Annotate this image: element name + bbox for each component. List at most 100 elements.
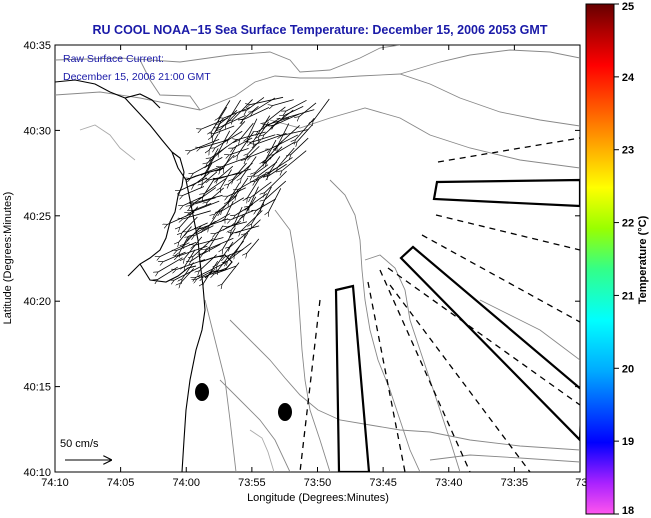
current-vector xyxy=(200,139,230,148)
current-vector xyxy=(221,156,250,167)
current-vector xyxy=(247,178,260,198)
current-vector xyxy=(240,210,263,231)
current-vector xyxy=(219,100,231,117)
current-vector xyxy=(183,186,205,196)
y-axis-label: Latitude (Degrees:Minutes) xyxy=(2,192,14,325)
current-vector xyxy=(233,162,247,179)
x-tick-label: 74:05 xyxy=(107,477,135,489)
current-vector xyxy=(291,137,309,154)
bathymetry-contours xyxy=(55,45,580,472)
colorbar-tick-label: 18 xyxy=(622,505,634,517)
current-vector xyxy=(207,146,228,163)
current-vector xyxy=(286,99,307,111)
current-vector xyxy=(231,214,245,230)
current-vector xyxy=(265,170,287,192)
current-vector xyxy=(179,226,192,242)
current-vector xyxy=(218,253,231,269)
y-axis-ticks: 40:35 40:30 40:25 40:20 40:15 40:10 xyxy=(23,40,580,479)
x-tick-label: 74:00 xyxy=(172,477,200,489)
current-vector xyxy=(284,106,304,115)
buoy-marker xyxy=(278,403,292,421)
current-vector xyxy=(247,238,260,253)
colorbar-tick-label: 21 xyxy=(622,290,634,302)
current-vector xyxy=(199,218,229,229)
current-vector xyxy=(251,134,276,142)
current-vector xyxy=(228,182,240,202)
current-vector xyxy=(214,125,235,134)
current-vector xyxy=(299,102,317,117)
current-vector xyxy=(229,147,249,155)
current-vector xyxy=(250,96,284,104)
current-vector xyxy=(233,99,253,119)
current-vector xyxy=(191,250,207,261)
x-axis-label: Longitude (Degrees:Minutes) xyxy=(247,492,389,504)
current-vector xyxy=(177,241,197,250)
current-vector xyxy=(243,106,259,119)
current-vector xyxy=(267,146,283,162)
current-vector xyxy=(180,177,208,191)
current-vector xyxy=(227,242,252,262)
current-vector xyxy=(267,117,290,125)
current-vector xyxy=(237,131,266,140)
current-vector xyxy=(218,168,251,179)
current-vector xyxy=(277,147,295,168)
current-vector xyxy=(282,150,307,171)
current-vector xyxy=(295,117,315,139)
current-vector xyxy=(248,118,258,138)
current-vector xyxy=(176,259,206,269)
surface-current-vectors xyxy=(158,96,330,284)
colorbar-ticks: 25 24 23 22 21 20 19 18 xyxy=(614,1,635,517)
y-tick-label: 40:25 xyxy=(23,211,51,223)
current-vector xyxy=(206,237,234,250)
current-vector xyxy=(251,181,272,197)
current-vector xyxy=(261,186,272,208)
colorbar-gradient xyxy=(585,3,615,515)
colorbar-tick-label: 23 xyxy=(622,145,634,157)
y-tick-label: 40:10 xyxy=(23,467,51,479)
current-vector xyxy=(203,243,221,254)
current-vector xyxy=(189,200,220,213)
current-vector xyxy=(228,240,244,261)
colorbar-tick-label: 20 xyxy=(622,363,634,375)
current-vector xyxy=(236,177,249,196)
current-vector xyxy=(196,262,226,278)
current-vector xyxy=(235,204,253,215)
y-tick-label: 40:20 xyxy=(23,296,51,308)
current-vector xyxy=(220,112,237,129)
current-vector xyxy=(241,156,257,179)
current-vector xyxy=(221,169,232,188)
map-plot-area: Raw Surface Current: December 15, 2006 2… xyxy=(54,44,581,473)
current-vector xyxy=(174,266,201,280)
current-vector xyxy=(194,197,216,204)
buoy-marker xyxy=(195,383,209,401)
current-vector xyxy=(230,230,250,247)
y-tick-label: 40:15 xyxy=(23,382,51,394)
current-vector xyxy=(227,221,248,227)
current-vector xyxy=(313,98,330,121)
current-vector xyxy=(249,193,268,207)
current-vector xyxy=(194,194,223,203)
current-vector xyxy=(199,254,217,271)
current-vector xyxy=(223,227,236,249)
current-vector xyxy=(214,265,237,274)
current-vector xyxy=(233,225,260,233)
scale-label: 50 cm/s xyxy=(60,438,99,450)
current-vector xyxy=(218,114,246,128)
current-vector xyxy=(203,267,227,277)
current-vector xyxy=(255,170,273,181)
current-vector xyxy=(264,140,283,162)
current-vector xyxy=(228,187,246,197)
current-vector xyxy=(158,266,178,279)
current-vector xyxy=(268,163,287,176)
current-vector xyxy=(273,99,294,106)
colorbar-tick-label: 19 xyxy=(622,436,634,448)
current-vector xyxy=(225,249,244,257)
current-vector xyxy=(160,242,190,257)
current-vector xyxy=(249,186,259,207)
current-vector xyxy=(163,251,186,261)
current-vector xyxy=(218,130,231,153)
colorbar-tick-label: 24 xyxy=(622,72,635,84)
current-vector xyxy=(180,235,189,253)
current-vector xyxy=(264,121,279,135)
current-vector xyxy=(265,106,286,123)
